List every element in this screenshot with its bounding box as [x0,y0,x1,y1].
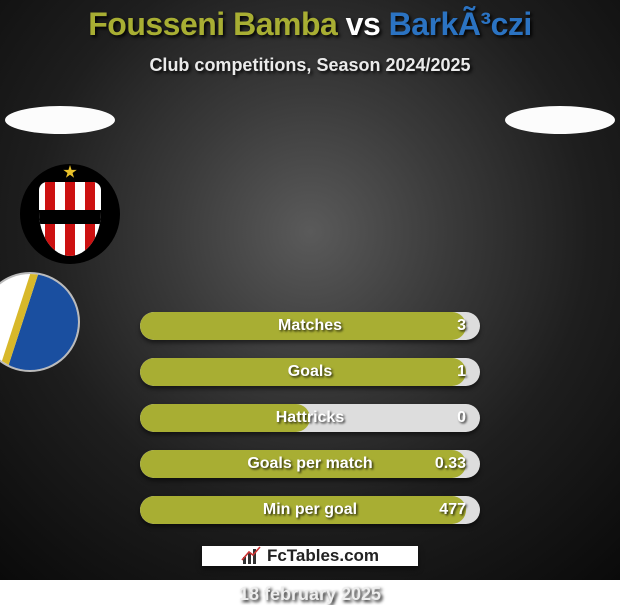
site-logo-text: FcTables.com [267,546,379,566]
stat-value: 0 [457,404,466,432]
stat-row: Goals1 [140,358,480,386]
stat-row: Matches3 [140,312,480,340]
stat-value: 477 [439,496,466,524]
stat-label: Min per goal [140,496,480,524]
stat-label: Hattricks [140,404,480,432]
page-title: Fousseni Bamba vs BarkÃ³czi [88,6,532,43]
club-crest-b [0,272,80,372]
stat-label: Matches [140,312,480,340]
crest-a-shield [39,182,101,256]
stat-value: 3 [457,312,466,340]
chart-icon [241,546,261,566]
stat-value: 1 [457,358,466,386]
stat-label: Goals [140,358,480,386]
stats-list: Matches3Goals1Hattricks0Goals per match0… [140,312,480,524]
title-vs: vs [346,6,381,42]
date-label: 18 february 2025 [239,584,381,605]
player-a-marker [5,106,115,134]
player-b-marker [505,106,615,134]
stat-row: Hattricks0 [140,404,480,432]
title-player-b: BarkÃ³czi [389,6,532,42]
stat-row: Min per goal477 [140,496,480,524]
subtitle: Club competitions, Season 2024/2025 [149,55,470,76]
stat-label: Goals per match [140,450,480,478]
stat-row: Goals per match0.33 [140,450,480,478]
title-player-a: Fousseni Bamba [88,6,337,42]
club-crest-a [20,164,120,264]
site-logo[interactable]: FcTables.com [202,546,418,566]
stat-value: 0.33 [435,450,466,478]
